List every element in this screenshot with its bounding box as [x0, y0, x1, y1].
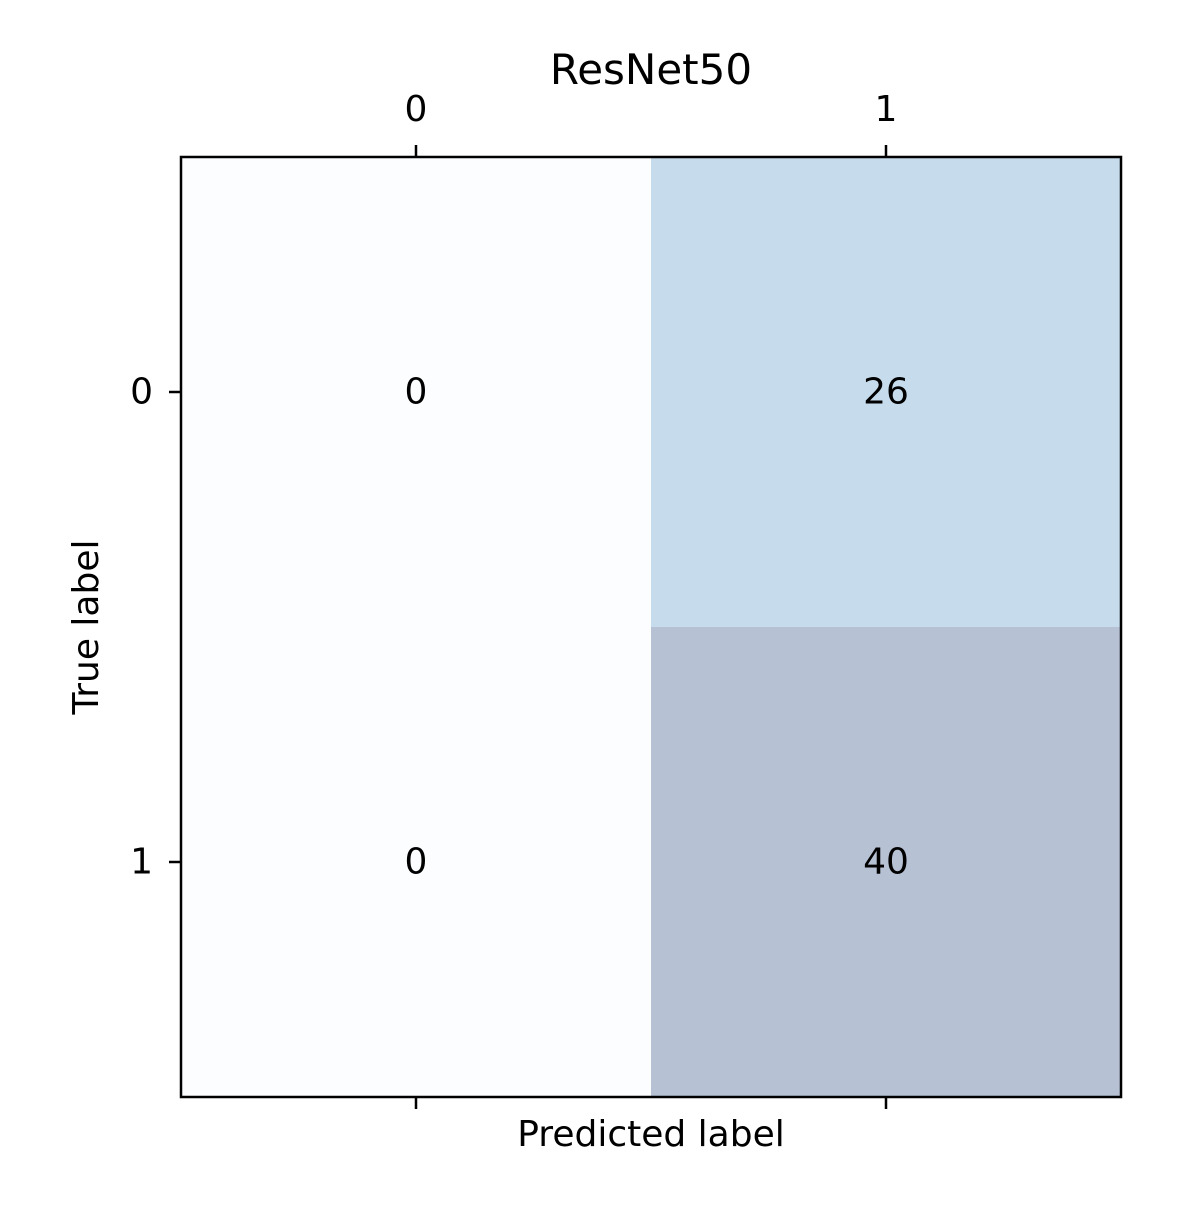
- cell-value-r0-c0: 0: [405, 372, 428, 413]
- plot-frame: [179, 155, 1123, 1099]
- cell-value-r1-c1: 40: [863, 842, 909, 883]
- heatmap-cell-r0-c1: [651, 157, 1121, 627]
- heatmap-cell-r1-c0: [181, 627, 651, 1097]
- x-tick-label-1: 1: [875, 89, 898, 130]
- x-tick-label-0: 0: [405, 89, 428, 130]
- chart-title: ResNet50: [550, 45, 752, 94]
- cell-value-r1-c0: 0: [405, 842, 428, 883]
- heatmap-cells: [181, 157, 1121, 1097]
- heatmap-cell-r0-c0: [181, 157, 651, 627]
- cell-value-r0-c1: 26: [863, 372, 909, 413]
- y-tick-label-1: 1: [130, 842, 153, 883]
- x-axis-label: Predicted label: [517, 1114, 785, 1155]
- y-axis-label: True label: [66, 540, 107, 716]
- heatmap-cell-r1-c1: [651, 627, 1121, 1097]
- y-tick-label-0: 0: [130, 372, 153, 413]
- heatmap-cell-labels: 0 26 0 40: [405, 372, 909, 883]
- y-axis-ticks: 01: [130, 372, 181, 883]
